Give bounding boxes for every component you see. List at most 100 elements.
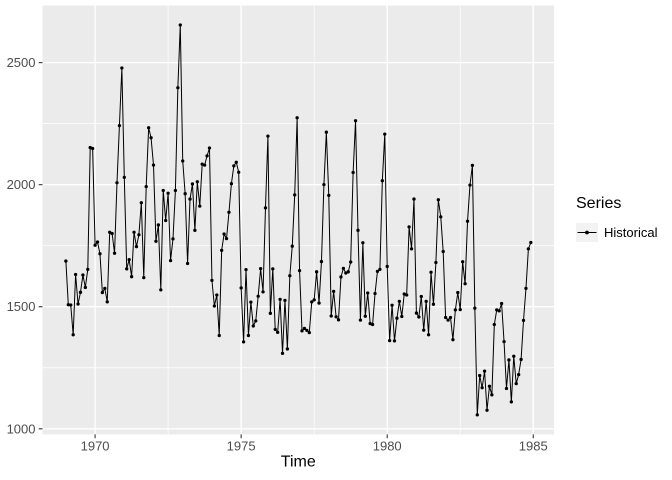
y-axis-labels: 1000 1500 2000 2500 [7,55,36,436]
data-point [122,175,126,180]
data-point [485,408,489,412]
data-point [451,338,455,342]
legend: Series Historical [576,196,657,242]
legend-key [576,223,598,242]
data-point [512,354,516,358]
data-point [273,327,277,332]
data-point [312,298,316,302]
data-point [429,270,433,274]
data-point [202,163,207,167]
data-point [76,302,80,306]
y-tick-label: 1000 [7,421,36,436]
data-point [293,193,297,197]
data-point [524,286,528,291]
data-point [392,339,397,343]
data-point [409,247,414,251]
data-point [526,247,531,251]
data-point [229,182,234,186]
data-point [419,294,423,299]
data-point [222,232,226,236]
data-point [251,324,255,328]
data-point [127,257,131,262]
data-point [283,298,287,303]
data-point [244,267,248,272]
data-point [305,328,309,333]
data-point [69,303,73,307]
data-point [220,248,224,252]
data-point [258,267,263,271]
data-point [185,261,190,266]
data-point [142,276,146,280]
data-point [351,170,355,175]
data-point [480,386,484,390]
data-point [154,239,158,243]
data-point [443,315,448,320]
data-point [71,333,75,337]
data-point [195,180,199,184]
data-point [103,286,107,291]
data-point [232,164,236,168]
data-point [176,86,180,90]
x-tick-label: 1985 [519,439,548,454]
data-point [473,306,477,310]
data-point [529,240,533,245]
data-point [105,300,109,304]
legend-entry-historical: Historical [576,223,657,242]
data-point [441,249,445,254]
data-point [100,290,105,295]
data-point [193,228,197,232]
data-point [514,381,518,386]
x-tick-label: 1970 [81,439,110,454]
data-point [370,322,375,327]
data-point [300,329,304,333]
data-point [385,264,389,269]
data-point [239,286,243,290]
data-point [149,136,153,140]
data-point [198,204,202,208]
data-point [470,163,475,168]
data-point [499,301,504,306]
data-point [349,260,353,264]
data-point [356,228,360,232]
data-point [497,309,501,313]
data-point [227,210,231,214]
data-point [504,386,509,391]
line-point-marker-icon [577,230,597,235]
data-point [507,358,511,362]
data-point [448,315,453,320]
data-point [290,244,294,248]
data-point [468,183,472,187]
data-point [217,333,221,338]
y-tick-label: 2500 [7,55,36,70]
data-point [424,299,428,304]
data-point [490,393,494,397]
data-point [254,319,258,323]
data-point [166,191,170,195]
data-point [234,160,238,164]
data-point [125,267,129,271]
data-point [461,260,465,264]
data-point [171,237,175,241]
data-point [363,314,367,318]
data-point [412,197,416,201]
data-point [353,119,358,123]
data-point [390,303,394,307]
data-point [241,340,246,344]
legend-entry-label: Historical [604,225,658,240]
data-point [81,273,85,277]
data-point [422,328,426,332]
data-point [139,201,143,205]
data-point [380,179,384,183]
data-point [261,290,265,294]
data-point [164,218,168,223]
data-point [519,357,523,362]
data-point [434,260,438,265]
data-point [361,241,365,245]
data-point [129,275,134,279]
data-point [509,400,513,404]
data-point [482,369,487,373]
data-point [336,318,341,322]
data-point [156,223,161,227]
